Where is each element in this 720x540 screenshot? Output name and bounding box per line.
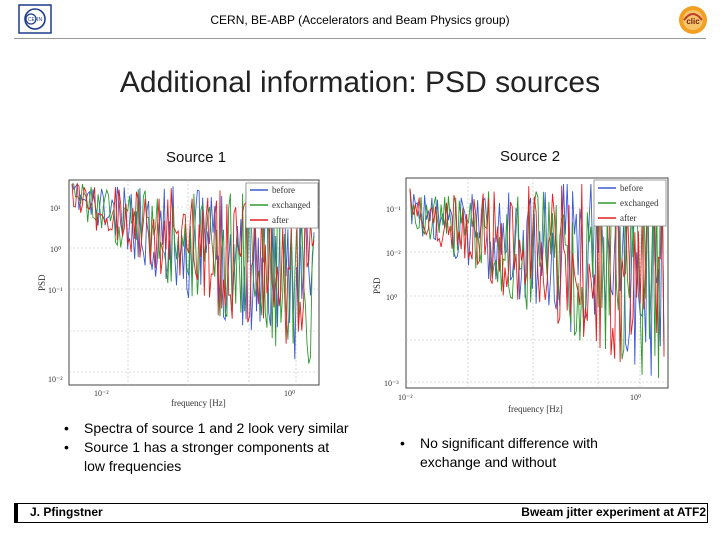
x-tick-label: 10⁻² (398, 393, 413, 402)
x-axis-label: frequency [Hz] (508, 404, 563, 414)
bullet-item: Source 1 has a stronger components at lo… (60, 438, 350, 476)
psd-plot-source-1: before exchanged after 10¹ 10⁰ 10⁻¹ 10⁻²… (36, 176, 326, 408)
slide-title: Additional information: PSD sources (119, 66, 601, 99)
legend-label: after (620, 213, 636, 223)
legend-label: after (272, 215, 288, 225)
legend-label: exchanged (272, 200, 311, 210)
right-bullet-list: No significant difference with exchange … (396, 434, 646, 472)
footer-author: J. Pfingstner (30, 505, 103, 519)
left-bullet-list: Spectra of source 1 and 2 look very simi… (60, 419, 350, 476)
header-text: CERN, BE-ABP (Accelerators and Beam Phys… (210, 13, 510, 27)
y-axis-label: PSD (372, 277, 382, 294)
bullet-item: Spectra of source 1 and 2 look very simi… (60, 419, 350, 438)
legend-label: exchanged (620, 198, 659, 208)
y-tick-label: 10⁰ (386, 293, 397, 302)
y-tick-label: 10⁻³ (384, 379, 399, 388)
source-1-heading: Source 1 (166, 149, 227, 166)
legend-label: before (620, 183, 643, 193)
footer-talk-title: Bweam jitter experiment at ATF2 (521, 505, 706, 519)
y-tick-label: 10⁻² (386, 249, 401, 258)
source-2-heading: Source 2 (500, 148, 561, 165)
x-tick-label: 10⁰ (630, 393, 641, 402)
x-tick-label: 10⁻² (94, 389, 109, 398)
svg-text:clic: clic (686, 17, 700, 26)
bullet-item: No significant difference with exchange … (396, 434, 646, 472)
footer-accent (14, 503, 18, 523)
y-tick-label: 10⁻¹ (386, 205, 401, 214)
y-tick-label: 10¹ (50, 204, 61, 213)
psd-plot-source-2: before exchanged after 10⁻¹ 10⁻² 10⁰ 10⁻… (368, 174, 678, 416)
series-line-exchanged (72, 183, 315, 364)
x-axis-label: frequency [Hz] (171, 398, 226, 408)
series-line-after (71, 182, 315, 344)
svg-text:CERN: CERN (28, 17, 43, 23)
y-tick-label: 10⁻¹ (48, 286, 63, 295)
clic-logo: clic (676, 4, 710, 36)
legend-label: before (272, 185, 295, 195)
y-tick-label: 10⁻² (48, 375, 63, 384)
x-tick-label: 10⁰ (284, 389, 295, 398)
cern-logo: CERN (18, 4, 52, 34)
header-divider (14, 38, 706, 39)
y-axis-label: PSD (37, 274, 47, 291)
series-line-after (409, 183, 665, 363)
y-tick-label: 10⁰ (50, 245, 61, 254)
